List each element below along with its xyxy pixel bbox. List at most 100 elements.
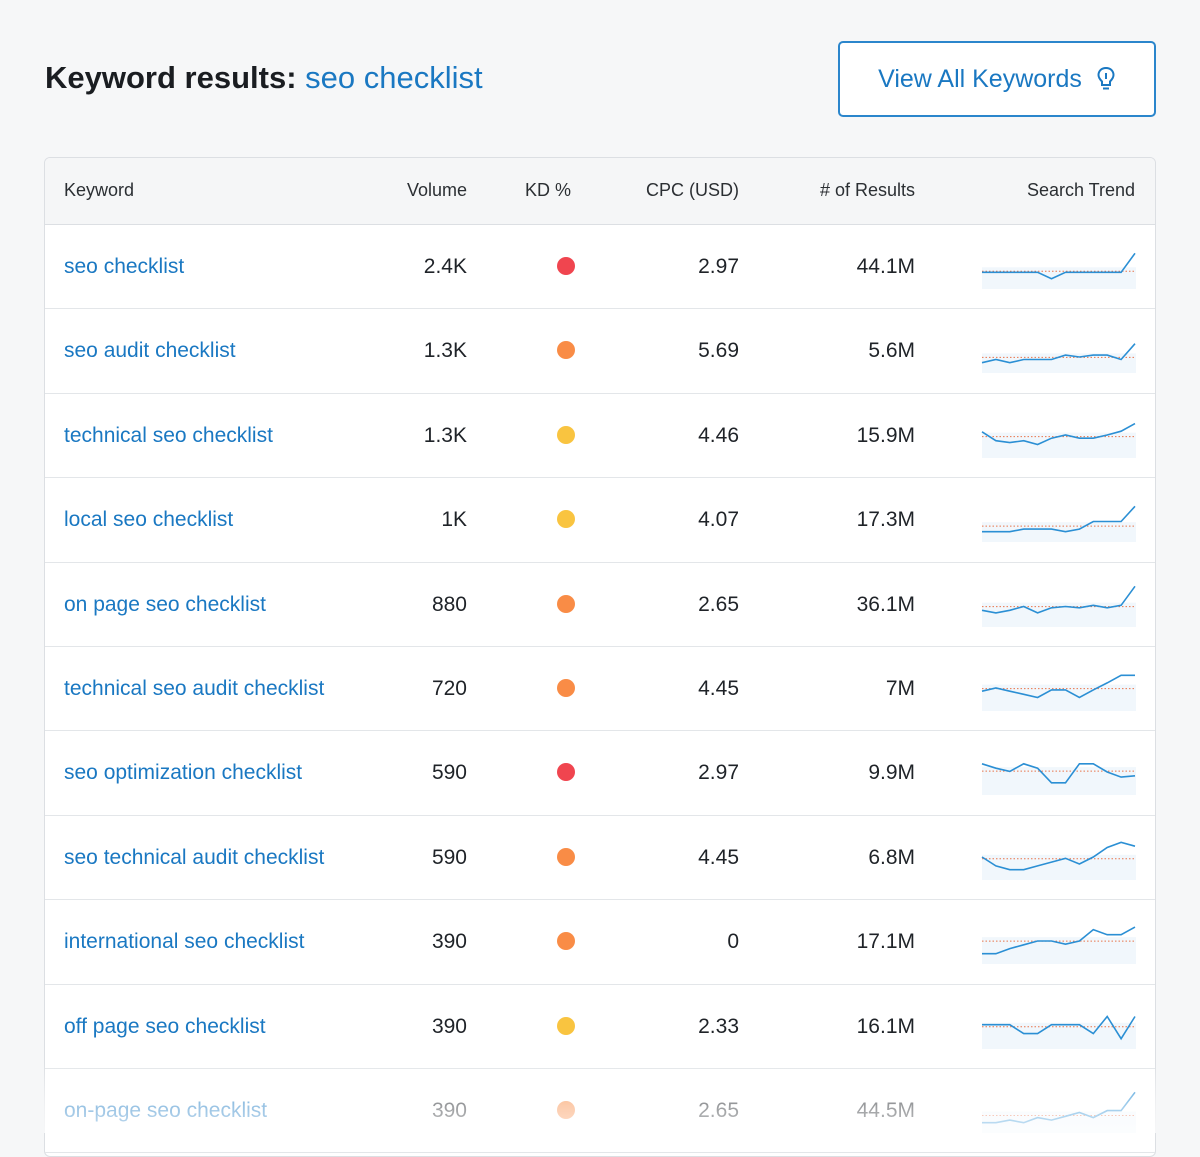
results-value: 6.8M bbox=[868, 845, 915, 869]
kd-indicator-orange bbox=[557, 678, 575, 697]
search-trend-sparkline bbox=[981, 763, 1136, 796]
sparkline-line bbox=[981, 585, 1136, 614]
keyword-link[interactable]: seo audit checklist bbox=[64, 339, 236, 363]
results-value: 9.9M bbox=[868, 761, 915, 785]
cpc-value: 4.45 bbox=[698, 676, 739, 700]
sparkline-line bbox=[982, 505, 1136, 533]
search-trend-sparkline bbox=[982, 1091, 1136, 1133]
volume-value: 390 bbox=[431, 1098, 467, 1122]
search-trend-sparkline bbox=[981, 585, 1136, 627]
search-trend-sparkline bbox=[981, 674, 1136, 711]
cpc-value: 4.07 bbox=[698, 508, 739, 532]
table-row: international seo checklist 390 0 17.1M bbox=[45, 900, 1155, 985]
table-row: off page seo checklist 390 2.33 16.1M bbox=[45, 985, 1155, 1069]
sparkline-line bbox=[981, 841, 1136, 871]
search-trend-sparkline bbox=[981, 343, 1136, 374]
search-trend-sparkline bbox=[981, 841, 1136, 880]
cpc-value: 4.46 bbox=[698, 423, 739, 447]
keyword-link[interactable]: off page seo checklist bbox=[64, 1014, 266, 1038]
results-value: 7M bbox=[885, 676, 915, 700]
table-row: seo technical audit checklist 590 4.45 6.8M bbox=[45, 816, 1155, 901]
results-value: 44.5M bbox=[856, 1098, 915, 1122]
sparkline-line bbox=[982, 1014, 1136, 1040]
kd-indicator-yellow bbox=[557, 425, 575, 444]
volume-value: 590 bbox=[431, 761, 467, 785]
table-row: seo audit checklist 1.3K 5.69 5.6M bbox=[45, 309, 1155, 394]
lightbulb-icon bbox=[1096, 66, 1116, 92]
volume-value: 1.3K bbox=[423, 339, 467, 363]
header-volume[interactable]: Volume bbox=[406, 180, 467, 200]
volume-value: 1K bbox=[441, 508, 467, 532]
cpc-value: 2.97 bbox=[698, 255, 739, 278]
sparkline-line bbox=[981, 674, 1135, 699]
cpc-value: 2.97 bbox=[698, 761, 739, 785]
volume-value: 2.4K bbox=[423, 255, 467, 278]
keyword-link[interactable]: technical seo checklist bbox=[64, 423, 273, 447]
header-cpc[interactable]: CPC (USD) bbox=[646, 180, 739, 200]
keyword-table: Keyword Volume KD % CPC (USD) # of Resul… bbox=[44, 157, 1156, 1157]
results-value: 17.3M bbox=[856, 508, 915, 532]
keyword-link[interactable]: seo optimization checklist bbox=[64, 761, 303, 785]
cpc-value: 0 bbox=[727, 930, 739, 954]
results-value: 16.1M bbox=[856, 1014, 915, 1038]
search-trend-sparkline bbox=[982, 926, 1136, 965]
keyword-link[interactable]: seo technical audit checklist bbox=[64, 845, 325, 869]
volume-value: 590 bbox=[431, 845, 467, 869]
keyword-link[interactable]: technical seo audit checklist bbox=[64, 676, 325, 700]
kd-indicator-red bbox=[557, 763, 575, 782]
page-title: Keyword results: seo checklist bbox=[45, 60, 483, 96]
title-prefix: Keyword results: bbox=[45, 60, 297, 95]
table-body: seo checklist 2.4K 2.97 44.1M seo audit chec… bbox=[45, 225, 1155, 1154]
results-value: 44.1M bbox=[856, 255, 915, 278]
sparkline-area bbox=[982, 767, 1136, 796]
keyword-link[interactable]: seo checklist bbox=[64, 255, 185, 278]
table-row: seo checklist 2.4K 2.97 44.1M bbox=[45, 225, 1155, 310]
kd-indicator-red bbox=[557, 257, 575, 275]
kd-indicator-orange bbox=[557, 341, 575, 360]
cpc-value: 2.65 bbox=[698, 592, 739, 616]
results-value: 36.1M bbox=[856, 592, 915, 616]
search-trend-sparkline bbox=[982, 1014, 1136, 1049]
kd-indicator-orange bbox=[557, 847, 575, 866]
volume-value: 1.3K bbox=[423, 423, 467, 447]
sparkline-line bbox=[981, 422, 1136, 446]
view-all-keywords-button[interactable]: View All Keywords bbox=[838, 41, 1156, 117]
view-all-keywords-label: View All Keywords bbox=[878, 64, 1082, 93]
sparkline-line bbox=[981, 343, 1136, 364]
results-value: 15.9M bbox=[856, 423, 915, 447]
header-results[interactable]: # of Results bbox=[819, 180, 915, 200]
header-keyword[interactable]: Keyword bbox=[64, 180, 135, 200]
table-row: technical seo checklist 1.3K 4.46 15.9M bbox=[45, 394, 1155, 479]
keyword-link[interactable]: international seo checklist bbox=[64, 930, 305, 954]
sparkline-area bbox=[982, 267, 1136, 289]
kd-indicator-orange bbox=[557, 932, 575, 951]
cpc-value: 2.33 bbox=[698, 1014, 739, 1038]
search-trend-sparkline bbox=[982, 252, 1136, 289]
cpc-value: 5.69 bbox=[698, 339, 739, 363]
sparkline-area bbox=[982, 522, 1136, 543]
sparkline-line bbox=[982, 252, 1136, 280]
kd-indicator-orange bbox=[557, 1100, 575, 1119]
sparkline-line bbox=[981, 763, 1136, 784]
kd-indicator-yellow bbox=[557, 510, 575, 529]
keyword-link[interactable]: local seo checklist bbox=[64, 508, 234, 532]
results-value: 17.1M bbox=[856, 930, 915, 954]
volume-value: 390 bbox=[431, 930, 467, 954]
results-value: 5.6M bbox=[868, 339, 915, 363]
table-header: Keyword Volume KD % CPC (USD) # of Resul… bbox=[45, 158, 1155, 225]
header-search-trend[interactable]: Search Trend bbox=[1026, 180, 1135, 200]
table-row: technical seo audit checklist 720 4.45 7M bbox=[45, 647, 1155, 732]
sparkline-area bbox=[982, 1111, 1136, 1133]
keyword-link[interactable]: on-page seo checklist bbox=[64, 1098, 268, 1122]
search-trend-sparkline bbox=[981, 422, 1136, 458]
kd-indicator-yellow bbox=[557, 1016, 575, 1035]
search-trend-sparkline bbox=[982, 505, 1136, 543]
keyword-link[interactable]: on page seo checklist bbox=[64, 592, 266, 616]
sparkline-area bbox=[982, 353, 1136, 374]
table-row: on-page seo checklist 390 2.65 44.5M bbox=[45, 1069, 1155, 1154]
table-row: on page seo checklist 880 2.65 36.1M bbox=[45, 563, 1155, 647]
volume-value: 720 bbox=[431, 676, 467, 700]
sparkline-line bbox=[982, 926, 1136, 955]
page-header: Keyword results: seo checklist View All … bbox=[45, 40, 1156, 120]
header-kd[interactable]: KD % bbox=[525, 180, 572, 200]
